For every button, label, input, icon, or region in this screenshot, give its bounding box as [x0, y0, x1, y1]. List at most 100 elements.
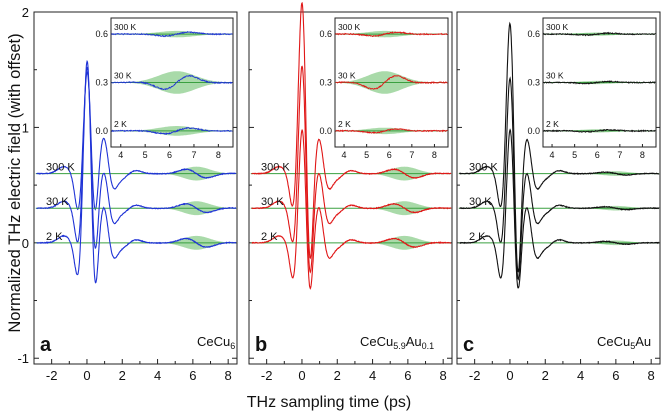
x-tick-label: 0 — [506, 368, 513, 383]
panels: -2 0 2 4 6 8 -1 0 1 2 300 K 30 K 2 K a CeCu6 4 5 6 7 8 0.0 0.… — [17, 1, 661, 383]
y-tick-label: 2 — [22, 5, 29, 20]
x-tick-label: 4 — [154, 368, 161, 383]
waveform-trace — [251, 65, 452, 274]
inset-series-label: 2 K — [114, 119, 127, 129]
inset-waveform-trace — [543, 128, 656, 133]
inset-series-label: 2 K — [338, 119, 351, 129]
inset-x-tick-label: 5 — [143, 150, 148, 160]
inset-x-tick-label: 4 — [118, 150, 123, 160]
panel-c: -2 0 2 4 6 8 300 K 30 K 2 K c CeCu5Au 4 5 6 7 8 0.0 0.3 0.… — [456, 11, 661, 383]
inset-series-label: 30 K — [338, 71, 356, 81]
inset-x-tick-label: 5 — [572, 150, 577, 160]
inset-x-tick-label: 6 — [595, 150, 600, 160]
inset-x-tick-label: 8 — [432, 150, 437, 160]
series-label: 300 K — [261, 162, 290, 174]
inset-series-label: 300 K — [338, 22, 361, 32]
x-tick-label: 2 — [119, 368, 126, 383]
y-tick-label: 1 — [22, 120, 29, 135]
material-label: CeCu6 — [197, 334, 235, 351]
inset-x-tick-label: 4 — [342, 150, 347, 160]
inset-series-label: 2 K — [546, 119, 559, 129]
waveform-trace — [459, 76, 660, 281]
inset-waveform-trace — [335, 31, 448, 37]
inset-x-tick-label: 7 — [409, 150, 414, 160]
inset-x-tick-label: 8 — [216, 150, 221, 160]
series-label: 30 K — [261, 196, 284, 208]
panel-letter: c — [463, 334, 474, 356]
panel-letter: b — [255, 334, 267, 356]
x-tick-label: -2 — [261, 368, 273, 383]
panel-b: -2 0 2 4 6 8 300 K 30 K 2 K b CeCu5.9Au0.1 4 5 6 7 8 0.0… — [248, 1, 453, 383]
x-tick-label: 2 — [334, 368, 341, 383]
panel-a-frame — [33, 11, 238, 365]
x-tick-label: 6 — [404, 368, 411, 383]
inset-waveform-trace — [111, 31, 233, 38]
material-label: CeCu5Au — [597, 334, 651, 351]
inset-series-label: 30 K — [114, 71, 132, 81]
inset-y-tick-label: 0.0 — [95, 126, 108, 136]
material-label: CeCu5.9Au0.1 — [360, 334, 434, 351]
panel-letter: a — [40, 334, 52, 356]
inset-x-tick-label: 6 — [167, 150, 172, 160]
inset-x-tick-label: 6 — [387, 150, 392, 160]
figure-x-axis-label: THz sampling time (ps) — [247, 394, 411, 411]
inset-y-tick-label: 0.3 — [319, 78, 332, 88]
series-label: 2 K — [469, 231, 486, 243]
inset-waveform-trace — [543, 80, 656, 85]
waveform-trace — [251, 1, 452, 260]
x-tick-label: 0 — [83, 368, 90, 383]
waveform-trace — [36, 71, 237, 211]
inset-series-label: 300 K — [114, 22, 137, 32]
series-label: 30 K — [469, 196, 492, 208]
inset-waveform-trace — [335, 127, 448, 134]
inset-y-tick-label: 0.6 — [527, 29, 540, 39]
inset-a: 4 5 6 7 8 0.0 0.3 0.6 300 K 30 K 2 K — [95, 17, 234, 160]
inset-c: 4 5 6 7 8 0.0 0.3 0.6 300 K 30 K 2 K — [527, 17, 657, 160]
inset-y-tick-label: 0.6 — [319, 29, 332, 39]
inset-y-tick-label: 0.0 — [527, 126, 540, 136]
inset-waveform-trace — [111, 74, 233, 91]
x-tick-label: -2 — [469, 368, 481, 383]
x-tick-label: 8 — [648, 368, 655, 383]
inset-y-tick-label: 0.6 — [95, 29, 108, 39]
y-tick-label: 0 — [22, 236, 29, 251]
series-label: 30 K — [46, 196, 69, 208]
x-tick-label: 8 — [225, 368, 232, 383]
waveform-trace — [36, 66, 237, 249]
inset-x-tick-label: 4 — [550, 150, 555, 160]
series-label: 300 K — [469, 162, 498, 174]
x-tick-label: -2 — [46, 368, 58, 383]
x-tick-label: 2 — [542, 368, 549, 383]
inset-waveform-trace — [111, 126, 233, 135]
x-tick-label: 0 — [298, 368, 305, 383]
series-label: 2 K — [261, 231, 278, 243]
x-tick-label: 6 — [612, 368, 619, 383]
panel-c-frame — [456, 11, 661, 365]
y-tick-label: -1 — [17, 351, 29, 366]
inset-x-tick-label: 7 — [617, 150, 622, 160]
inset-x-tick-label: 7 — [191, 150, 196, 160]
inset-series-label: 300 K — [546, 22, 569, 32]
panel-a: -2 0 2 4 6 8 -1 0 1 2 300 K 30 K 2 K a CeCu6 4 5 6 7 8 0.0 0.… — [17, 5, 239, 383]
waveform-trace — [459, 128, 660, 289]
inset-y-tick-label: 0.3 — [95, 78, 108, 88]
inset-series-label: 30 K — [546, 71, 564, 81]
waveform-trace — [251, 128, 452, 290]
x-tick-label: 4 — [369, 368, 376, 383]
inset-y-tick-label: 0.0 — [319, 126, 332, 136]
inset-b: 4 5 6 7 8 0.0 0.3 0.6 300 K 30 K 2 K — [319, 17, 449, 160]
inset-x-tick-label: 8 — [640, 150, 645, 160]
panel-b-frame — [248, 11, 453, 365]
inset-waveform-trace — [335, 75, 448, 90]
inset-y-tick-label: 0.3 — [527, 78, 540, 88]
waveform-trace — [36, 59, 237, 284]
series-label: 300 K — [46, 162, 75, 174]
series-label: 2 K — [46, 231, 63, 243]
x-tick-label: 4 — [577, 368, 584, 383]
inset-waveform-trace — [543, 31, 656, 37]
figure-y-axis-label: Normalized THz electric field (with offs… — [6, 33, 24, 332]
waveform-trace — [459, 21, 660, 273]
inset-x-tick-label: 5 — [364, 150, 369, 160]
x-tick-label: 6 — [189, 368, 196, 383]
